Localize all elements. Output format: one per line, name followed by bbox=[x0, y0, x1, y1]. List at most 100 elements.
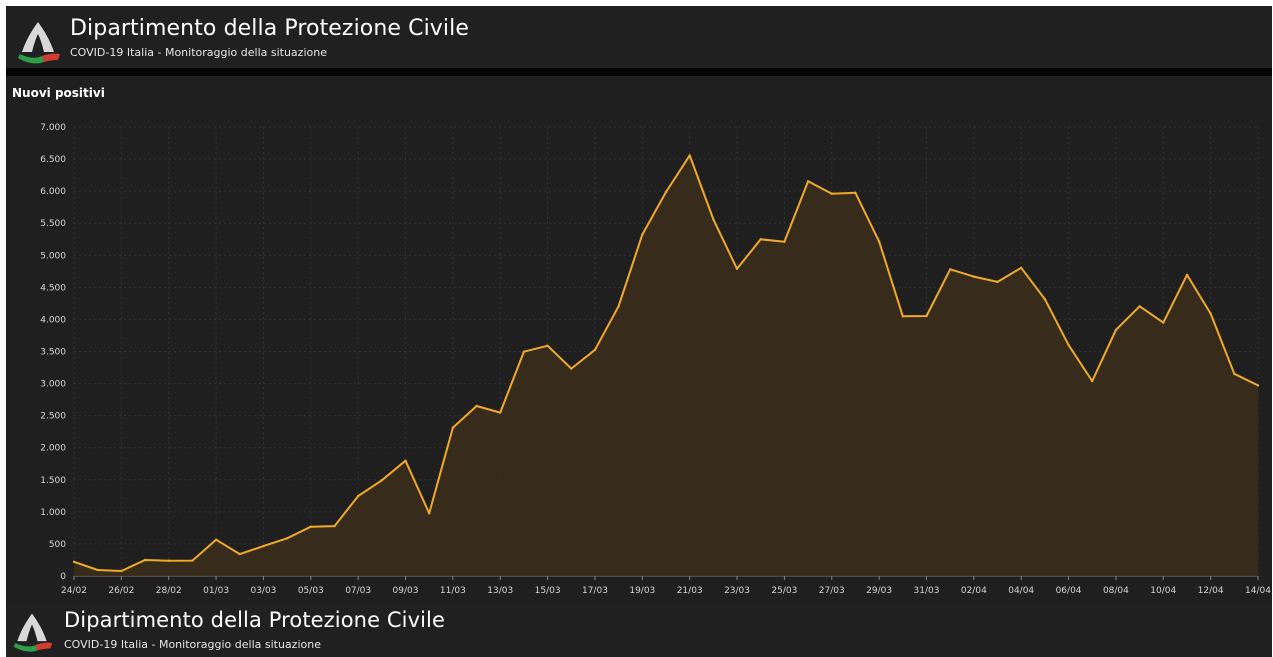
data-point bbox=[1091, 379, 1094, 383]
x-tick-label: 25/03 bbox=[771, 586, 797, 596]
data-point bbox=[1043, 298, 1047, 301]
data-point bbox=[570, 367, 573, 370]
data-point bbox=[522, 350, 526, 353]
x-tick-label: 28/02 bbox=[156, 586, 182, 596]
data-point bbox=[380, 479, 383, 482]
x-axis: 24/02 26/02 28/02 01/03 03/03 05/03 07/03 09/03… bbox=[61, 575, 1271, 596]
y-tick-label: 2.000 bbox=[40, 444, 66, 454]
x-tick-label: 05/03 bbox=[298, 586, 324, 596]
y-tick-label: 4.500 bbox=[40, 283, 66, 293]
x-tick-label: 21/03 bbox=[677, 586, 703, 596]
data-point bbox=[972, 275, 975, 278]
footer-subtitle: COVID-19 Italia - Monitoraggio della sit… bbox=[64, 638, 321, 651]
y-tick-label: 1.500 bbox=[40, 476, 66, 486]
y-tick-label: 3.000 bbox=[40, 380, 66, 390]
x-tick-label: 11/03 bbox=[440, 586, 466, 596]
data-point bbox=[499, 411, 502, 414]
data-point bbox=[238, 552, 241, 556]
data-point bbox=[1256, 384, 1260, 387]
x-tick-label: 02/04 bbox=[961, 586, 987, 596]
data-point bbox=[901, 315, 904, 318]
data-point bbox=[1209, 312, 1212, 315]
data-points bbox=[72, 154, 1260, 573]
data-point bbox=[806, 180, 810, 183]
data-point bbox=[262, 544, 265, 548]
protezione-civile-logo-icon bbox=[18, 22, 60, 64]
y-tick-label: 6.000 bbox=[40, 187, 66, 197]
app-title: Dipartimento della Protezione Civile bbox=[70, 16, 469, 41]
chart-title: Nuovi positivi bbox=[12, 86, 105, 100]
new-positives-chart: 0 500 1.000 1.500 2.000 2.500 3.000 3.500 4.000 4… bbox=[40, 123, 1271, 596]
data-point bbox=[1162, 321, 1165, 324]
data-point bbox=[1138, 305, 1141, 308]
data-point bbox=[996, 280, 999, 284]
x-tick-label: 04/04 bbox=[1008, 586, 1034, 596]
data-point bbox=[451, 426, 455, 429]
data-point bbox=[546, 344, 549, 347]
y-tick-label: 6.500 bbox=[40, 155, 66, 165]
data-point bbox=[1185, 273, 1189, 277]
data-point bbox=[72, 560, 76, 563]
data-point bbox=[1067, 343, 1070, 347]
y-tick-label: 4.000 bbox=[40, 315, 66, 325]
y-tick-label: 0 bbox=[60, 572, 66, 582]
data-point bbox=[617, 305, 620, 308]
protezione-civile-logo-icon bbox=[13, 613, 53, 652]
data-point bbox=[641, 233, 644, 236]
x-tick-label: 17/03 bbox=[582, 586, 608, 596]
data-point bbox=[877, 240, 881, 243]
app-subtitle: COVID-19 Italia - Monitoraggio della sit… bbox=[70, 46, 327, 59]
y-tick-label: 5.500 bbox=[40, 219, 66, 229]
data-point bbox=[830, 192, 833, 195]
x-tick-label: 09/03 bbox=[393, 586, 419, 596]
data-point bbox=[854, 191, 857, 194]
data-point bbox=[735, 267, 739, 270]
data-point bbox=[191, 559, 194, 562]
footer-title: Dipartimento della Protezione Civile bbox=[64, 608, 446, 632]
y-axis: 0 500 1.000 1.500 2.000 2.500 3.000 3.500 4.000 4… bbox=[40, 123, 66, 582]
data-point bbox=[167, 559, 170, 562]
x-tick-label: 31/03 bbox=[914, 586, 940, 596]
data-point bbox=[143, 558, 147, 562]
data-point bbox=[1020, 266, 1023, 269]
data-point bbox=[120, 569, 123, 573]
data-point bbox=[96, 568, 99, 572]
x-tick-label: 23/03 bbox=[724, 586, 750, 596]
x-tick-label: 01/03 bbox=[203, 586, 229, 596]
x-tick-label: 26/02 bbox=[108, 586, 134, 596]
data-point bbox=[333, 524, 336, 528]
x-tick-label: 08/04 bbox=[1103, 586, 1129, 596]
data-point bbox=[593, 348, 597, 351]
data-point bbox=[475, 404, 478, 408]
data-point bbox=[783, 240, 786, 243]
y-tick-label: 7.000 bbox=[40, 123, 66, 133]
data-point bbox=[925, 314, 928, 318]
x-tick-label: 14/04 bbox=[1245, 586, 1271, 596]
x-tick-label: 19/03 bbox=[629, 586, 655, 596]
y-tick-label: 3.500 bbox=[40, 348, 66, 358]
data-point bbox=[1233, 372, 1236, 375]
x-tick-label: 27/03 bbox=[819, 586, 845, 596]
data-point bbox=[428, 512, 431, 515]
data-point bbox=[712, 218, 715, 221]
footer: Dipartimento della Protezione Civile COV… bbox=[6, 604, 1272, 657]
x-tick-label: 24/02 bbox=[61, 586, 87, 596]
data-point bbox=[949, 268, 952, 271]
x-tick-label: 10/04 bbox=[1150, 586, 1176, 596]
data-point bbox=[214, 538, 218, 541]
series-area bbox=[74, 155, 1258, 576]
y-tick-label: 2.500 bbox=[40, 412, 66, 422]
y-tick-label: 500 bbox=[49, 540, 66, 550]
data-point bbox=[759, 238, 762, 241]
header-divider bbox=[6, 68, 1272, 76]
data-point bbox=[357, 494, 360, 498]
y-tick-label: 1.000 bbox=[40, 508, 66, 518]
x-tick-label: 13/03 bbox=[487, 586, 513, 596]
data-point bbox=[688, 154, 691, 157]
data-point bbox=[285, 537, 289, 540]
x-tick-label: 07/03 bbox=[345, 586, 371, 596]
x-tick-label: 06/04 bbox=[1056, 586, 1082, 596]
x-tick-label: 29/03 bbox=[866, 586, 892, 596]
x-tick-label: 12/04 bbox=[1198, 586, 1224, 596]
data-point bbox=[1114, 328, 1118, 332]
